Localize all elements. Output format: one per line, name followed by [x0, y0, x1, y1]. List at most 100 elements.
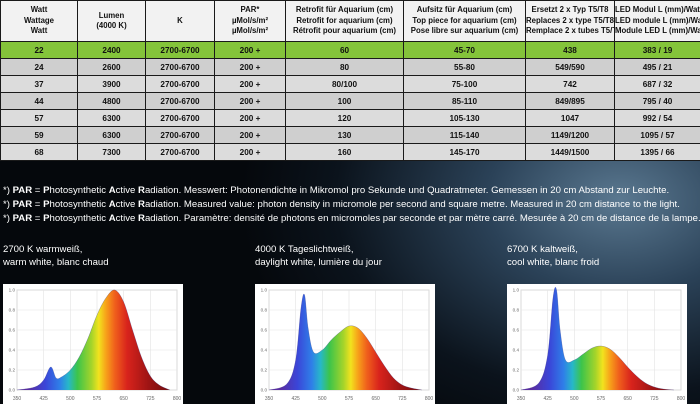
note-fragment: ctive	[115, 185, 139, 196]
y-tick-label: 0.4	[261, 348, 268, 353]
x-tick-label: 800	[677, 396, 686, 402]
x-tick-label: 725	[650, 396, 659, 402]
table-row: 57 6300 2700-6700 200 +120 105-130 1047 992 / …	[0, 109, 700, 127]
table-cell: 55-80	[403, 58, 526, 76]
note-fragment: A	[108, 199, 116, 211]
x-tick-label: 575	[93, 396, 102, 402]
x-tick-label: 425	[291, 396, 300, 402]
table-cell: 200 +	[214, 41, 286, 59]
table-cell: 1449/1500	[525, 143, 615, 161]
x-tick-label: 425	[543, 396, 552, 402]
column-header-line: K	[177, 15, 183, 25]
spectrum-area	[521, 287, 674, 390]
table-cell: 115-140	[403, 126, 526, 144]
spectrum-caption-line1: 4000 K Tageslichtweiß,	[255, 244, 354, 255]
note-fragment: hotosynthetic	[49, 213, 109, 225]
spectrum-block-4000k: 4000 K Tageslichtweiß, daylight white, l…	[255, 244, 455, 404]
spectrum-caption-line2: warm white, blanc chaud	[3, 256, 109, 268]
y-tick-label: 0.8	[513, 308, 520, 313]
note-fragment: =	[32, 199, 44, 211]
x-tick-label: 500	[570, 396, 579, 402]
note-fragment: R	[138, 199, 145, 211]
column-header-line: µMol/s/m²	[231, 15, 269, 25]
table-cell: 200 +	[214, 143, 286, 161]
column-header-line: Top piece for aquarium (cm)	[412, 15, 517, 25]
note-fragment: hotosynthetic	[49, 185, 109, 196]
x-tick-label: 575	[345, 396, 354, 402]
table-cell: 1149/1200	[525, 126, 615, 144]
note-fragment: P	[43, 185, 50, 196]
column-header-line: Watt	[30, 5, 48, 15]
note-fragment: A	[108, 213, 116, 225]
spectrum-block-2700k: 2700 K warmweiß, warm white, blanc chaud…	[3, 244, 203, 404]
column-header-line: Pose libre sur aquarium (cm)	[410, 26, 519, 36]
x-tick-label: 500	[66, 396, 75, 402]
y-tick-label: 0.2	[513, 368, 520, 373]
note-fragment: PAR	[12, 185, 33, 196]
x-tick-label: 500	[318, 396, 327, 402]
table-row: 68 7300 2700-6700 200 +160 145-170 1449/1500 1…	[0, 143, 700, 161]
column-header-line: PAR*	[240, 5, 260, 15]
table-header-row: Watt Wattage Watt Lumen (4000 K) K PAR* µMol/s/…	[0, 0, 700, 42]
y-tick-label: 0.6	[261, 328, 268, 333]
table-cell: 2700-6700	[145, 75, 215, 93]
table-cell: 438	[525, 41, 615, 59]
table-cell: 75-100	[403, 75, 526, 93]
y-tick-label: 0.4	[9, 348, 16, 353]
table-cell: 795 / 40	[614, 92, 700, 110]
column-header-line: Retrofit für Aquarium (cm)	[295, 5, 394, 15]
y-tick-label: 0.2	[261, 368, 268, 373]
table-cell: 383 / 19	[614, 41, 700, 59]
note-fragment: PAR	[12, 213, 33, 225]
x-tick-label: 725	[398, 396, 407, 402]
note-fragment: P	[43, 199, 50, 211]
note-fragment: P	[43, 213, 50, 225]
table-cell: 59	[0, 126, 78, 144]
table-cell: 2600	[77, 58, 146, 76]
column-header-line: Wattage	[23, 15, 55, 25]
y-tick-label: 1.0	[9, 288, 16, 293]
table-cell: 2700-6700	[145, 92, 215, 110]
note-fragment: *)	[3, 199, 13, 211]
spectrum-svg: 350 425 500 575 650 725 800 0.0 0.2 0.4 0.6 0.8 1.0	[507, 284, 687, 404]
x-tick-label: 650	[623, 396, 632, 402]
x-tick-label: 800	[173, 396, 182, 402]
table-row: 44 4800 2700-6700 200 +100 85-110 849/895 795 …	[0, 92, 700, 110]
table-cell: 57	[0, 109, 78, 127]
column-header: Retrofit für Aquarium (cm) Retrofit for a…	[285, 0, 404, 42]
column-header-line: LED Modul L (mm)/Watt	[615, 5, 700, 15]
y-tick-label: 0.4	[513, 348, 520, 353]
note-fragment: adiation. Paramètre: densité de photons …	[144, 213, 700, 225]
y-tick-label: 0.0	[513, 388, 520, 393]
table-cell: 200 +	[214, 126, 286, 144]
x-tick-label: 800	[425, 396, 434, 402]
spectrum-area	[17, 289, 170, 390]
note-fragment: *)	[3, 213, 13, 225]
table-cell: 22	[0, 41, 78, 59]
y-tick-label: 0.6	[9, 328, 16, 333]
column-header-line: LED module L (mm)/Watt	[615, 15, 700, 25]
table-cell: 2700-6700	[145, 143, 215, 161]
y-tick-label: 1.0	[261, 288, 268, 293]
table-cell: 687 / 32	[614, 75, 700, 93]
spectrum-chart-2700k: 350 425 500 575 650 725 800 0.0 0.2 0.4 0.6 0.8 1.0	[3, 284, 183, 404]
column-header: Watt Wattage Watt	[0, 0, 78, 42]
note-fragment: ctive	[115, 199, 139, 211]
note-line: *) PAR = Photosynthetic Active Radiation…	[3, 184, 700, 198]
table-cell: 495 / 21	[614, 58, 700, 76]
spectrum-caption: 2700 K warmweiß, warm white, blanc chaud	[3, 244, 203, 269]
table-cell: 4800	[77, 92, 146, 110]
note-fragment: A	[108, 185, 116, 196]
table-cell: 2700-6700	[145, 41, 215, 59]
note-fragment: =	[32, 185, 44, 196]
par-notes: *) PAR = Photosynthetic Active Radiation…	[3, 184, 700, 227]
note-fragment: hotosynthetic	[49, 199, 109, 211]
table-cell: 1047	[525, 109, 615, 127]
table-row: 37 3900 2700-6700 200 +80/100 75-100 742 687 /…	[0, 75, 700, 93]
table-cell: 1095 / 57	[614, 126, 700, 144]
table-cell: 100	[285, 92, 404, 110]
table-cell: 120	[285, 109, 404, 127]
x-tick-label: 650	[119, 396, 128, 402]
note-line: *) PAR = Photosynthetic Active Radiation…	[3, 198, 700, 212]
note-fragment: R	[138, 185, 145, 196]
